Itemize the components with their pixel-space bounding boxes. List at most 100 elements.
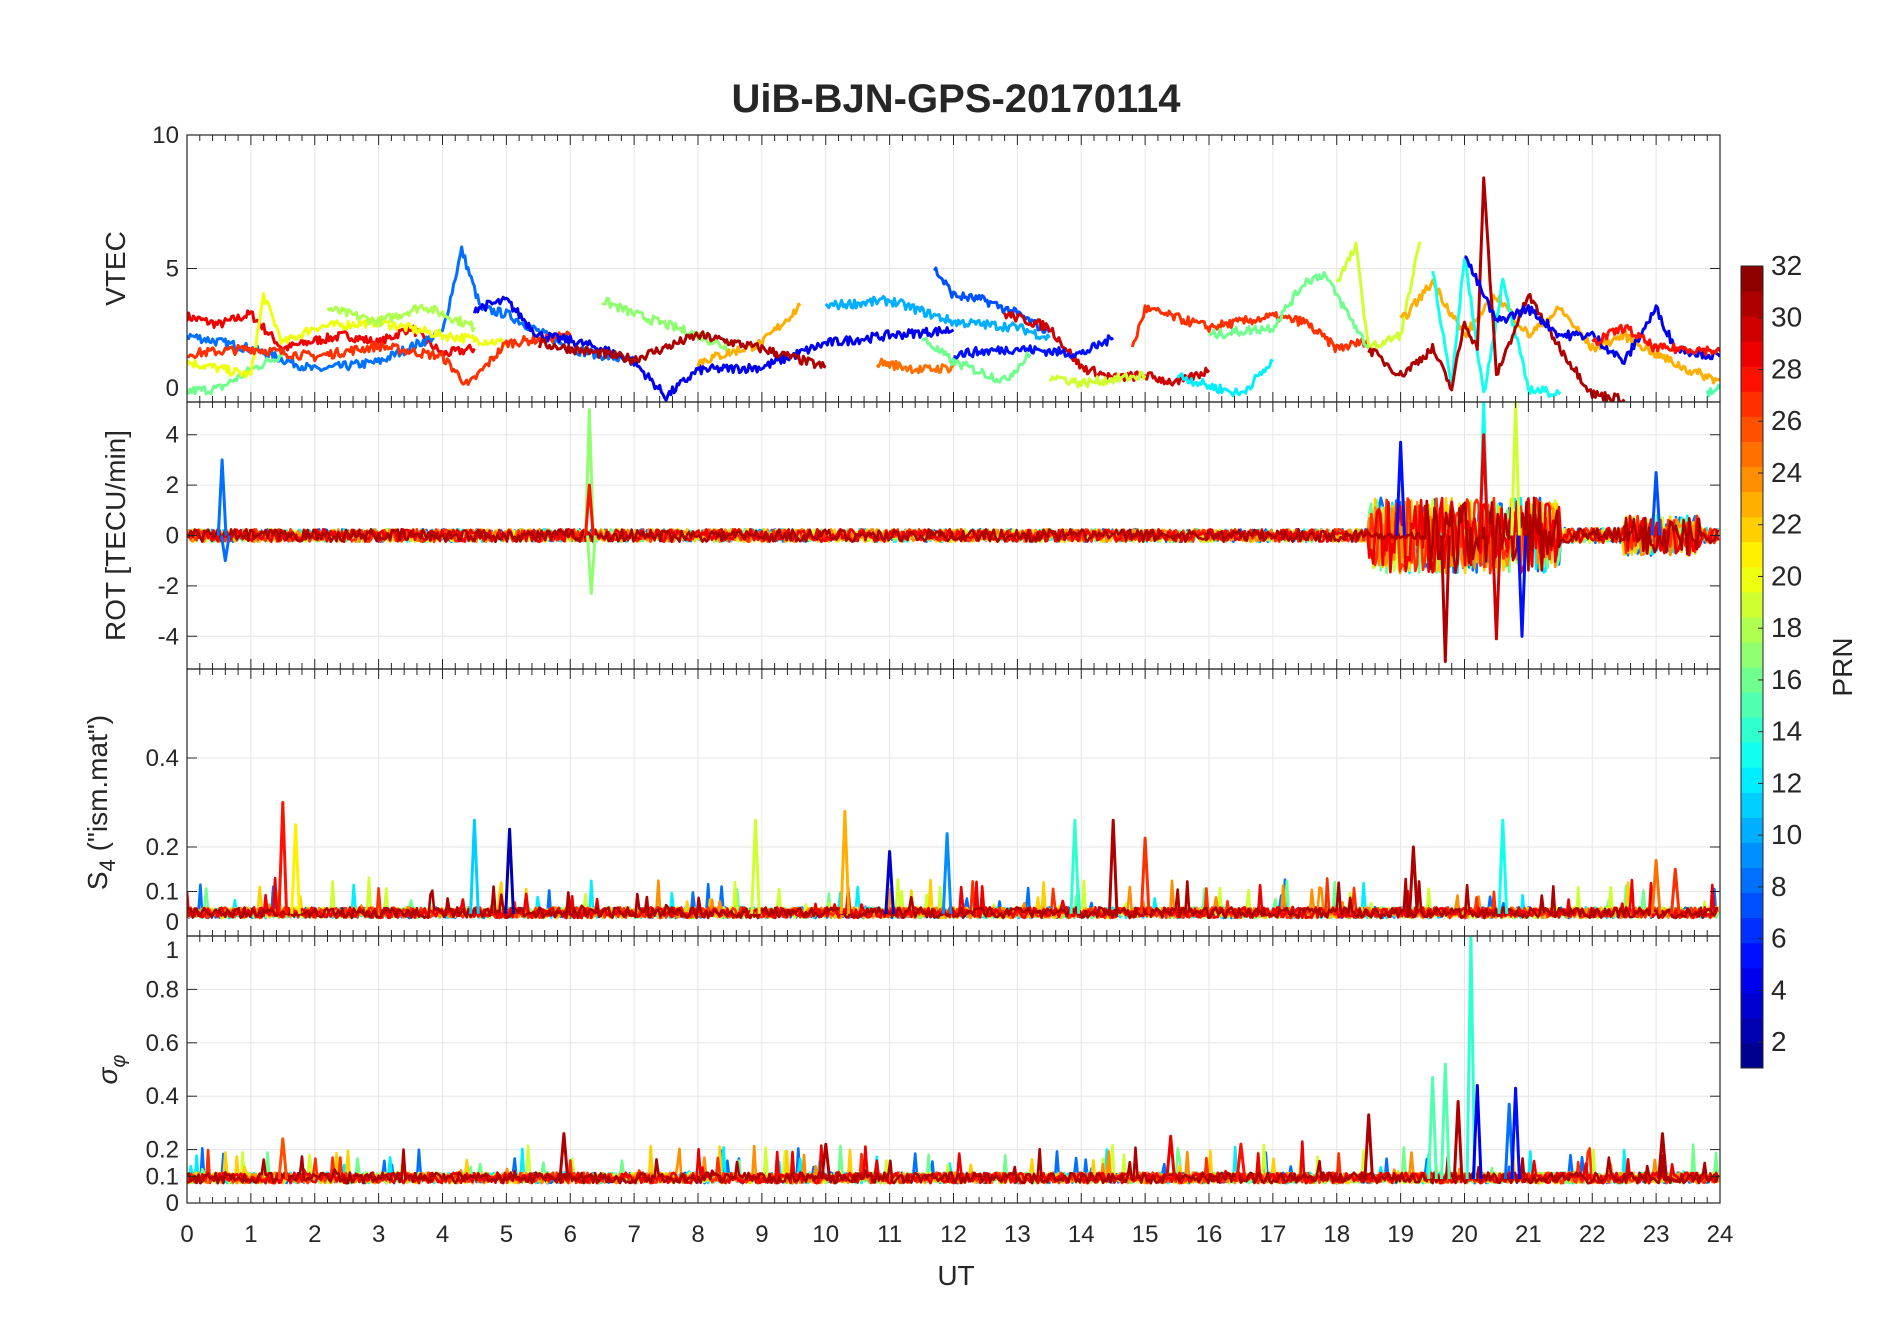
colorbar-swatch	[1741, 316, 1763, 342]
trace-prn-31	[1367, 176, 1626, 402]
y-tick-label: 0.1	[146, 879, 179, 906]
colorbar-swatch	[1741, 892, 1763, 919]
trace-prn-31	[187, 1146, 1720, 1185]
y-axis-label-s4: S4 ("ism.mat")	[82, 715, 120, 890]
trace-prn-4	[1471, 1084, 1483, 1180]
trace-prn-25	[875, 357, 955, 375]
trace-prn-31	[1657, 1132, 1668, 1180]
traces	[187, 801, 1720, 920]
trace-prn-16	[1207, 271, 1371, 350]
y-tick-label: 0.1	[146, 1163, 179, 1190]
panel-s4: 0 0.1 0.2 0.4 S4 ("ism.mat")	[82, 668, 1721, 937]
y-tick-label: 0.8	[146, 976, 179, 1003]
trace-prn-19	[1048, 370, 1147, 389]
x-tick-label: 10	[812, 1221, 839, 1248]
colorbar-swatch	[1741, 842, 1763, 868]
trace-prn-31	[820, 1142, 832, 1180]
colorbar-tick-label: 18	[1771, 612, 1802, 643]
y-axis-label-vtec: VTEC	[100, 231, 131, 306]
trace-prn-14	[1069, 818, 1081, 914]
y-tick-label: 0	[166, 909, 179, 936]
colorbar-swatch	[1741, 942, 1763, 969]
trace-prn-13	[1431, 257, 1562, 398]
trace-prn-9	[941, 832, 953, 914]
trace-prn-31	[537, 330, 827, 369]
chart-title: UiB-BJN-GPS-20170114	[731, 77, 1181, 121]
x-tick-label: 22	[1579, 1221, 1606, 1248]
x-tick-label: 16	[1196, 1221, 1223, 1248]
trace-prn-27	[187, 330, 572, 386]
x-tick-label: 8	[691, 1221, 704, 1248]
x-tick-label: 2	[308, 1221, 321, 1248]
colorbar-swatch	[1741, 566, 1763, 593]
trace-prn-8	[216, 458, 228, 536]
trace-prn-31	[558, 1132, 570, 1180]
trace-prn-3	[884, 850, 895, 914]
panel-rot: -4 -2 0 2 4 ROT [TECU/min]	[100, 401, 1721, 670]
trace-prn-26	[277, 1137, 289, 1180]
trace-prn-13	[1497, 818, 1509, 914]
colorbar-tick-label: 10	[1771, 819, 1802, 850]
trace-prn-7	[1650, 471, 1662, 536]
trace-prn-31	[187, 877, 1719, 920]
trace-prn-11	[469, 818, 480, 914]
colorbar-swatch	[1741, 491, 1763, 518]
y-tick-label: 0.4	[146, 745, 179, 772]
colorbar-swatch	[1741, 692, 1763, 718]
colorbar-swatch	[1741, 641, 1763, 668]
trace-prn-19	[750, 818, 761, 914]
trace-prn-18	[326, 303, 476, 333]
colorbar-tick-label: 30	[1771, 302, 1802, 333]
y-tick-label: 0	[166, 375, 179, 402]
colorbar-swatch	[1741, 1017, 1763, 1044]
y-tick-label: 0	[166, 523, 179, 550]
x-tick-label: 21	[1515, 1221, 1542, 1248]
trace-prn-28	[1235, 1142, 1247, 1180]
colorbar-swatch	[1741, 591, 1763, 618]
colorbar-tick-label: 32	[1771, 250, 1802, 281]
y-axis-label-sigma: σφ	[92, 1055, 130, 1085]
trace-prn-28	[1591, 323, 1720, 357]
trace-prn-15	[1705, 383, 1720, 398]
y-tick-label: 2	[166, 472, 179, 499]
colorbar-swatch	[1741, 967, 1763, 994]
trace-prn-5	[1395, 440, 1406, 536]
colorbar-swatch	[1741, 441, 1763, 467]
colorbar-swatch	[1741, 391, 1763, 417]
x-axis-label: UT	[937, 1260, 974, 1291]
trace-prn-29	[1478, 433, 1489, 536]
trace-prn-31	[1363, 1113, 1374, 1180]
x-tick-label: 11	[877, 1221, 902, 1248]
colorbar-tick-label: 28	[1771, 353, 1802, 384]
trace-prn-21	[290, 823, 301, 914]
trace-prn-27	[1130, 304, 1370, 354]
colorbar-tick-label: 24	[1771, 457, 1802, 488]
colorbar-swatch	[1741, 742, 1763, 768]
traces	[187, 176, 1720, 402]
trace-prn-10	[824, 295, 1051, 341]
x-tick-label: 1	[244, 1221, 257, 1248]
traces	[187, 402, 1720, 663]
colorbar-swatch	[1741, 917, 1763, 944]
colorbar-swatch	[1741, 466, 1763, 493]
trace-prn-19	[1335, 241, 1422, 355]
trace-prn-23	[1399, 278, 1720, 385]
colorbar-swatch	[1741, 792, 1763, 818]
x-tick-label: 18	[1323, 1221, 1350, 1248]
label-sub: 4	[95, 859, 120, 871]
trace-prn-17	[584, 408, 595, 536]
colorbar-tick-label: 12	[1771, 767, 1802, 798]
trace-prn-15	[1440, 1062, 1451, 1180]
trace-prn-17	[601, 296, 732, 353]
colorbar-tick-label: 2	[1771, 1026, 1787, 1057]
trace-prn-14	[1465, 936, 1477, 1180]
panel-vtec: 0 5 10 VTEC	[100, 122, 1721, 403]
trace-prn-5	[1510, 1086, 1521, 1180]
trace-prn-12	[1177, 358, 1274, 398]
trace-prn-27	[1670, 867, 1681, 914]
colorbar-label: PRN	[1827, 637, 1858, 696]
x-tick-label: 9	[755, 1221, 768, 1248]
